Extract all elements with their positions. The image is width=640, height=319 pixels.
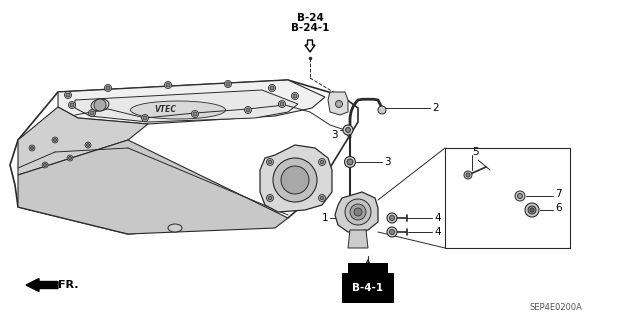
Text: SEP4E0200A: SEP4E0200A [530,303,583,313]
Circle shape [268,160,272,164]
Polygon shape [18,140,288,234]
Circle shape [320,196,324,200]
Circle shape [270,86,274,90]
Ellipse shape [168,224,182,232]
Circle shape [291,93,298,100]
Circle shape [280,102,284,106]
Text: B-24: B-24 [296,13,323,23]
Text: 4: 4 [434,227,440,237]
Circle shape [345,199,371,225]
Text: B-24-1: B-24-1 [291,23,329,33]
Circle shape [166,83,170,87]
Ellipse shape [131,101,225,119]
Circle shape [268,196,272,200]
Circle shape [518,194,522,198]
Text: VTEC: VTEC [154,106,176,115]
Circle shape [347,159,353,165]
Circle shape [515,191,525,201]
Circle shape [246,108,250,112]
Polygon shape [328,92,348,115]
Circle shape [193,112,197,116]
Circle shape [335,100,342,108]
FancyArrow shape [26,278,58,292]
Circle shape [54,138,56,142]
Text: 2: 2 [432,103,438,113]
Circle shape [88,109,95,116]
Circle shape [86,144,90,146]
Text: FR.: FR. [58,280,79,290]
Polygon shape [260,145,332,212]
Circle shape [281,166,309,194]
Circle shape [387,213,397,223]
Circle shape [42,162,48,168]
Circle shape [320,160,324,164]
Text: 1: 1 [321,213,328,223]
Circle shape [266,159,273,166]
Polygon shape [335,192,378,232]
Circle shape [106,86,110,90]
Text: 4: 4 [434,213,440,223]
Circle shape [387,227,397,237]
Circle shape [354,208,362,216]
Circle shape [66,93,70,97]
Circle shape [225,80,232,87]
Text: 7: 7 [555,189,562,199]
Text: 3: 3 [384,157,390,167]
Circle shape [343,125,353,135]
Circle shape [164,81,172,88]
Circle shape [293,94,297,98]
Circle shape [104,85,111,92]
Polygon shape [10,80,358,234]
Circle shape [273,158,317,202]
FancyArrow shape [305,40,315,52]
Circle shape [319,159,326,166]
Circle shape [90,111,94,115]
Circle shape [269,85,275,92]
Text: 5: 5 [472,147,479,157]
Circle shape [141,115,148,122]
Circle shape [350,204,366,220]
Circle shape [464,171,472,179]
Polygon shape [348,230,368,248]
Polygon shape [75,90,298,122]
Circle shape [530,208,534,212]
Text: 3: 3 [332,130,338,140]
Circle shape [346,128,351,132]
Circle shape [466,173,470,177]
Circle shape [67,155,73,161]
Circle shape [528,206,536,214]
Circle shape [52,137,58,143]
Circle shape [29,145,35,151]
Circle shape [226,82,230,86]
Circle shape [70,103,74,107]
Circle shape [31,146,33,150]
Circle shape [319,195,326,202]
Circle shape [85,142,91,148]
Circle shape [390,229,394,234]
Circle shape [94,99,106,111]
Polygon shape [18,107,148,175]
Circle shape [68,157,72,160]
Text: B-4-1: B-4-1 [353,283,383,293]
Polygon shape [58,80,325,124]
Circle shape [390,216,394,220]
Circle shape [266,195,273,202]
Circle shape [65,92,72,99]
Circle shape [191,110,198,117]
Text: 6: 6 [555,203,562,213]
Circle shape [344,157,355,167]
Circle shape [525,203,539,217]
Circle shape [378,106,386,114]
Text: B-4: B-4 [358,273,378,283]
Circle shape [278,100,285,108]
Circle shape [68,101,76,108]
Circle shape [244,107,252,114]
Circle shape [44,164,47,167]
Ellipse shape [91,99,109,111]
Circle shape [143,116,147,120]
